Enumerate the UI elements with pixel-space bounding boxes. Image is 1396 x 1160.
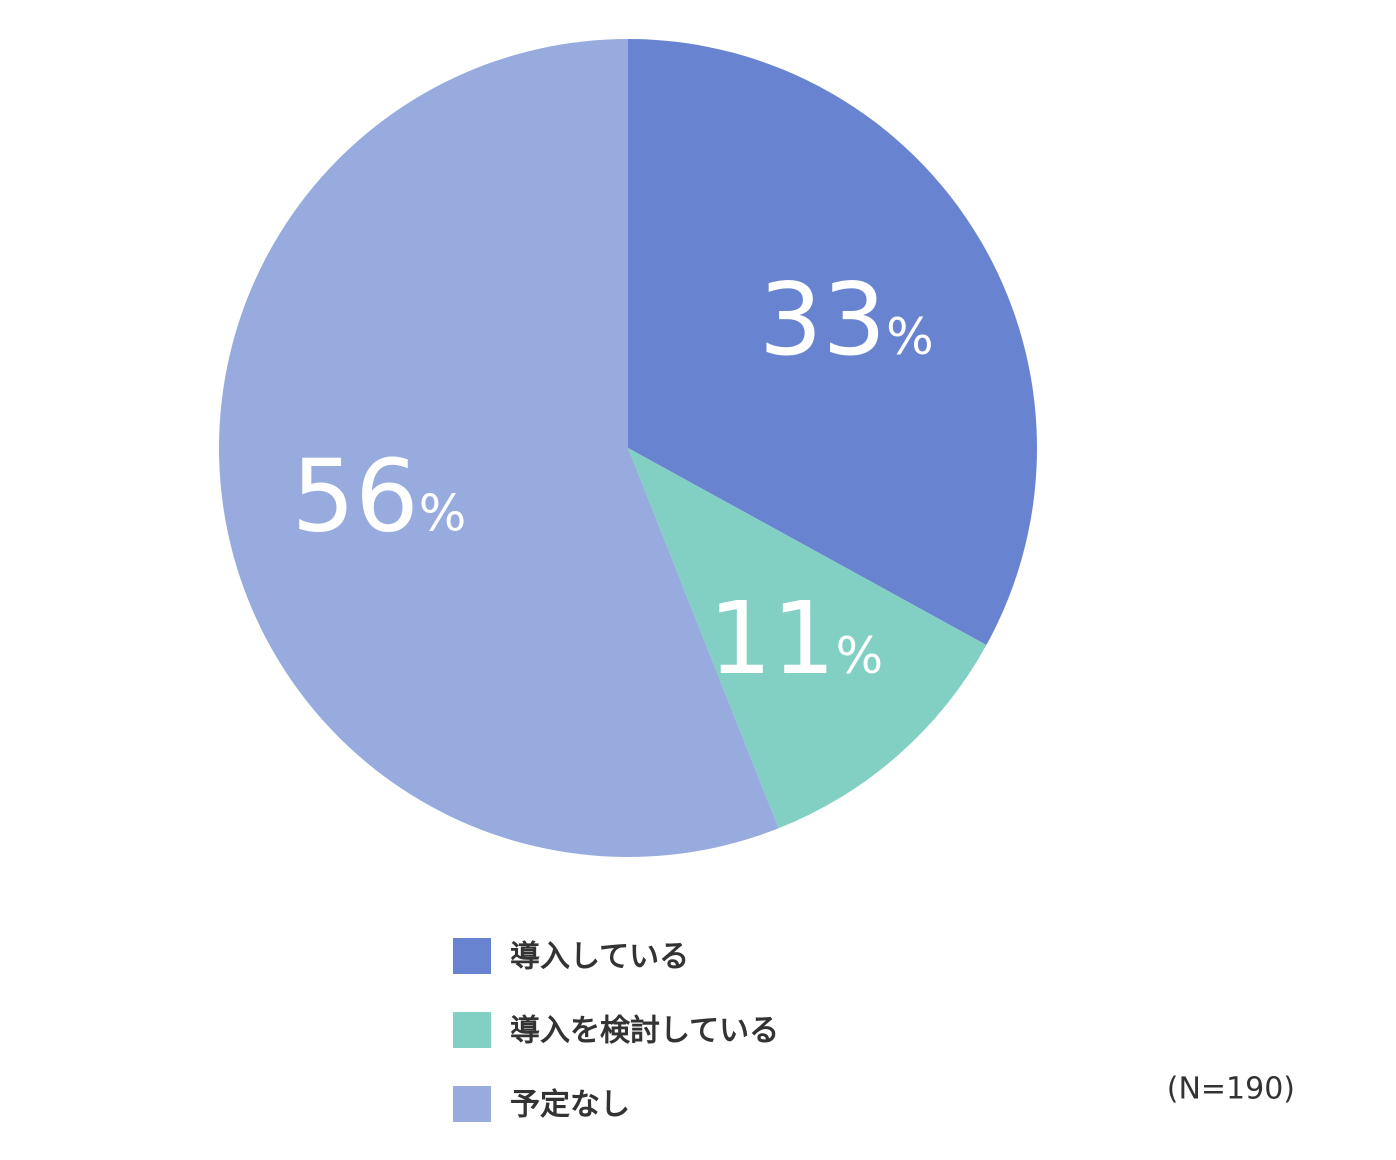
pie-slice bbox=[628, 448, 987, 829]
value-label: 33% bbox=[759, 261, 934, 378]
legend-label: 導入している bbox=[510, 940, 689, 975]
sample-note: (N=190) bbox=[1167, 1072, 1295, 1107]
legend-swatch bbox=[453, 1012, 491, 1048]
pie-slice bbox=[628, 39, 1038, 646]
pie-slice bbox=[219, 39, 779, 857]
legend-label: 導入を検討している bbox=[510, 1014, 779, 1049]
legend-swatch bbox=[453, 1086, 491, 1122]
legend-swatch bbox=[453, 938, 491, 974]
value-label: 56% bbox=[292, 438, 467, 555]
legend-label: 予定なし bbox=[510, 1088, 630, 1123]
value-label: 11% bbox=[708, 580, 883, 697]
